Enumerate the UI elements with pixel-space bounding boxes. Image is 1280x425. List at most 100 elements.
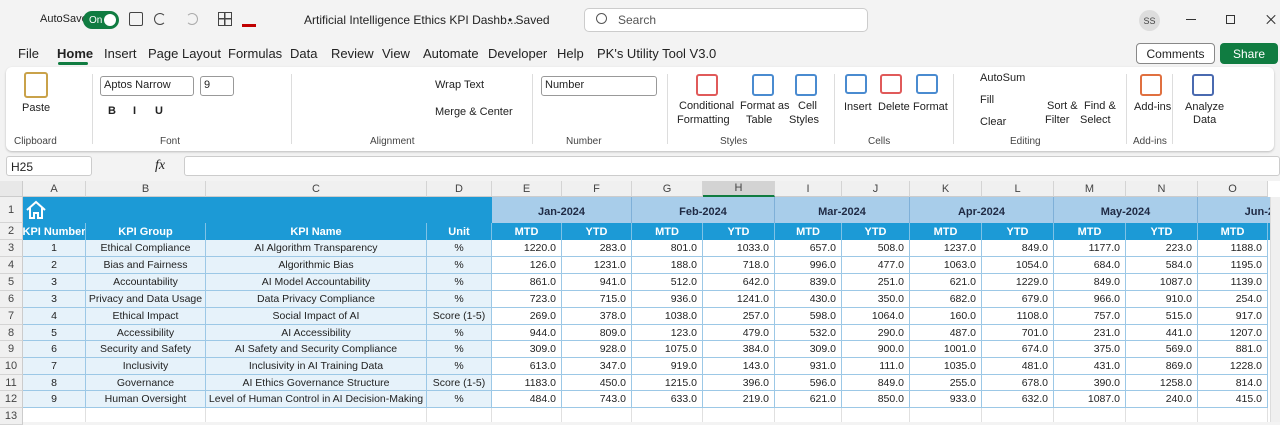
user-avatar[interactable]: SS [1139, 10, 1160, 31]
cell-unit: % [427, 325, 492, 341]
empty-cell [206, 408, 427, 422]
ribbon-button-label[interactable]: Table [746, 114, 773, 126]
cell-value: 715.0 [562, 291, 632, 308]
menu-tab[interactable]: Review [331, 46, 374, 61]
ribbon-button-label[interactable]: Conditional [679, 100, 735, 112]
menu-tab[interactable]: Help [557, 46, 584, 61]
comments-button[interactable]: Comments [1136, 43, 1215, 64]
ribbon-group-label: Font [160, 136, 181, 147]
ribbon-icon [880, 74, 902, 94]
menu-tab[interactable]: Insert [104, 46, 137, 61]
cell-group: Security and Safety [86, 341, 206, 358]
cell-value: 1139.0 [1198, 274, 1268, 291]
ribbon-dropdown[interactable]: 9 [200, 76, 234, 96]
cell-value: 347.0 [562, 358, 632, 375]
ribbon-button-label[interactable]: Sort & [1047, 100, 1078, 112]
cell-value: 814.0 [1198, 375, 1268, 391]
cell-value: 1195.0 [1198, 257, 1268, 274]
cell-value: 598.0 [775, 308, 842, 325]
ribbon-button-label[interactable]: Formatting [677, 114, 730, 126]
cell-number: 7 [23, 358, 86, 375]
cell-unit: % [427, 240, 492, 257]
month-header: Feb-2024 [632, 197, 775, 223]
home-icon[interactable] [25, 200, 47, 220]
ribbon-button-label[interactable]: Data [1193, 114, 1217, 126]
cell-name: AI Model Accountability [206, 274, 427, 291]
redo-icon [186, 13, 198, 25]
ribbon-button-label[interactable]: Add-ins [1134, 101, 1172, 113]
ribbon-icon [795, 74, 817, 96]
sub-header: MTD [910, 223, 982, 240]
cell-number: 3 [23, 291, 86, 308]
menu-tab[interactable]: File [18, 46, 39, 61]
menu-tab[interactable]: Home [57, 46, 94, 61]
share-button[interactable]: Share [1220, 43, 1278, 64]
header-band [23, 197, 492, 223]
search-box[interactable] [584, 8, 868, 32]
ribbon-button-label[interactable]: Merge & Center [435, 106, 513, 118]
ribbon-button-label[interactable]: Styles [789, 114, 819, 126]
ribbon-button-label[interactable]: I [133, 105, 137, 117]
ribbon-button-label[interactable]: Select [1080, 114, 1111, 126]
sub-header: MTD [632, 223, 703, 240]
ribbon-button-label[interactable]: Format as [740, 100, 790, 112]
cell-value: 919.0 [632, 358, 703, 375]
cell-unit: % [427, 391, 492, 408]
ribbon-button-label[interactable]: Filter [1045, 114, 1070, 126]
month-header: Apr-2024 [910, 197, 1054, 223]
ribbon-button-label[interactable]: U [155, 105, 163, 117]
ribbon-button-label[interactable]: Cell [798, 100, 817, 112]
ribbon-button-label[interactable]: Delete [878, 101, 910, 113]
cell-value: 309.0 [492, 341, 562, 358]
menu-tab[interactable]: Page Layout [148, 46, 222, 61]
cell-value: 996.0 [775, 257, 842, 274]
cell-value: 621.0 [910, 274, 982, 291]
empty-cell [1054, 408, 1126, 422]
cell-name: Algorithmic Bias [206, 257, 427, 274]
ribbon-button-label[interactable]: Format [913, 101, 948, 113]
scrollbar [1270, 197, 1280, 422]
cell-group: Ethical Compliance [86, 240, 206, 257]
menu-tab[interactable]: View [382, 46, 410, 61]
empty-cell [562, 408, 632, 422]
ribbon-button-label[interactable]: AutoSum [980, 72, 1026, 84]
ribbon-dropdown[interactable]: Number [541, 76, 657, 96]
row-header: 4 [0, 257, 23, 274]
menu-tab[interactable]: PK's Utility Tool V3.0 [597, 46, 717, 61]
ribbon-icon [1140, 74, 1162, 96]
column-header: L [982, 181, 1054, 197]
cell-group: Accountability [86, 274, 206, 291]
ribbon-button-label[interactable]: Paste [22, 102, 51, 114]
ribbon-dropdown[interactable]: Aptos Narrow [100, 76, 194, 96]
menu-tab[interactable]: Formulas [228, 46, 283, 61]
ribbon-icon [696, 74, 718, 96]
ribbon-button-label[interactable]: Insert [844, 101, 872, 113]
cell-value: 487.0 [910, 325, 982, 341]
search-placeholder: Search [618, 13, 657, 27]
sub-header: YTD [1126, 223, 1198, 240]
table-icon [218, 12, 232, 26]
menu-tab[interactable]: Automate [423, 46, 479, 61]
formula-input[interactable] [184, 156, 1280, 176]
empty-cell [910, 408, 982, 422]
ribbon-button-label[interactable]: Analyze [1185, 101, 1225, 113]
menu-tab[interactable]: Developer [488, 46, 548, 61]
ribbon-button-label[interactable]: Fill [980, 94, 995, 106]
name-box[interactable]: H25 [6, 156, 92, 176]
ribbon-group-label: Editing [1010, 136, 1041, 147]
menu-tab[interactable]: Data [290, 46, 318, 61]
restore [1226, 15, 1235, 24]
ribbon-button-label[interactable]: Wrap Text [435, 79, 485, 91]
cell-value: 309.0 [775, 341, 842, 358]
row-header: 5 [0, 274, 23, 291]
ribbon-button-label[interactable]: B [108, 105, 116, 117]
ribbon-button-label[interactable]: Clear [980, 116, 1007, 128]
column-header: K [910, 181, 982, 197]
cell-value: 441.0 [1126, 325, 1198, 341]
ribbon-icon [916, 74, 938, 94]
cell-value: 143.0 [703, 358, 775, 375]
row-header: 9 [0, 341, 23, 358]
cell-value: 850.0 [842, 391, 910, 408]
ribbon-button-label[interactable]: Find & [1084, 100, 1116, 112]
